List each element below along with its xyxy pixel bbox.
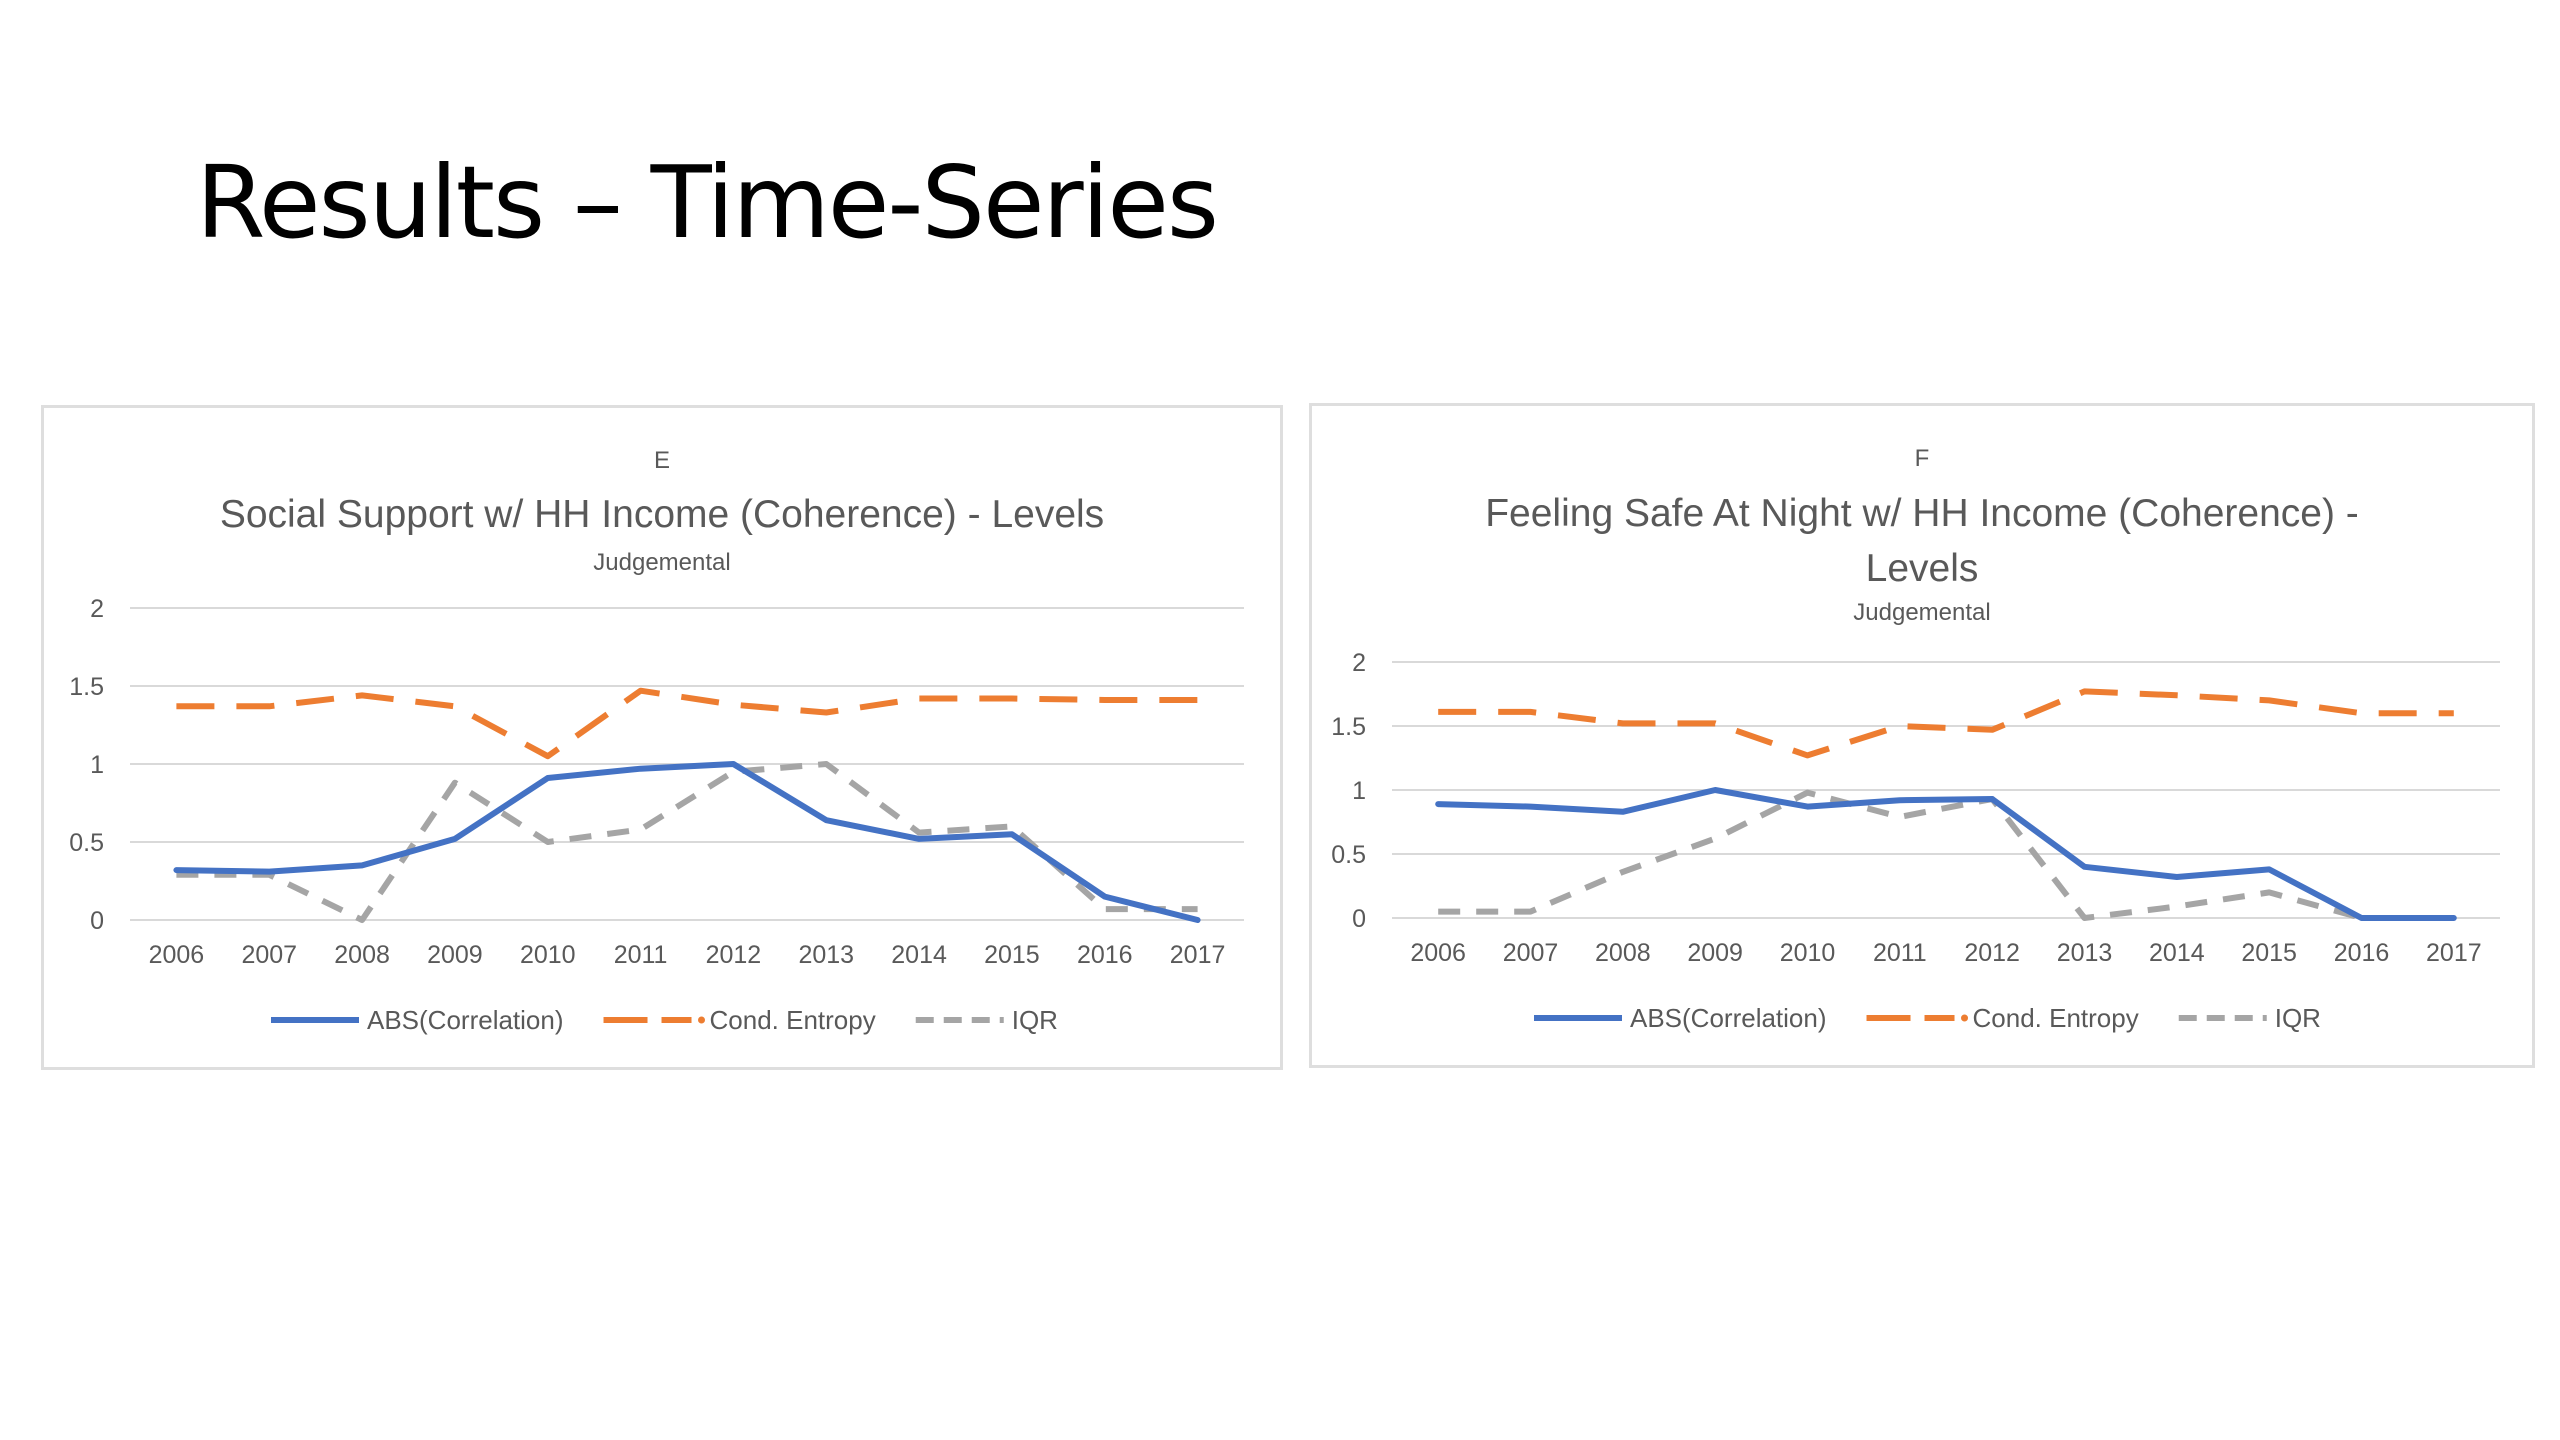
chart-e-x-tick-label: 2006	[149, 941, 205, 969]
chart-e-legend-label-iqr: IQR	[1012, 1005, 1058, 1035]
chart-f-svg: F Feeling Safe At Night w/ HH Income (Coh…	[1331, 445, 2500, 1033]
chart-e-legend-label-abs: ABS(Correlation)	[367, 1005, 564, 1035]
chart-e-x-tick-label: 2007	[241, 941, 297, 969]
chart-f-x-tick-label: 2010	[1780, 939, 1836, 967]
chart-e-y-tick-label: 0	[90, 907, 104, 935]
chart-f-y-tick-label: 1	[1352, 777, 1366, 805]
chart-f-y-tick-label: 0.5	[1331, 841, 1366, 869]
chart-e-x-tick-label: 2012	[706, 941, 762, 969]
chart-f-y-tick-label: 0	[1352, 905, 1366, 933]
chart-e-legend-label-cond: Cond. Entropy	[710, 1005, 876, 1035]
chart-panel-e[interactable]: E Social Support w/ HH Income (Coherence)…	[41, 405, 1283, 1070]
chart-e-y-tick-label: 1	[90, 751, 104, 779]
chart-e-x-tick-label: 2015	[984, 941, 1040, 969]
chart-f-panel-letter: F	[1915, 445, 1930, 472]
chart-f-y-tick-label: 2	[1352, 649, 1366, 677]
chart-e-x-tick-label: 2014	[891, 941, 947, 969]
chart-f-subtitle: Judgemental	[1853, 599, 1990, 626]
chart-f-x-tick-label: 2008	[1595, 939, 1651, 967]
chart-f-x-tick-label: 2015	[2241, 939, 2297, 967]
chart-f-series-iqr-line	[1438, 789, 2454, 921]
chart-f-x-tick-label: 2011	[1873, 939, 1927, 967]
chart-e-y-tick-label: 0.5	[69, 829, 104, 857]
chart-e-x-tick-label: 2016	[1077, 941, 1133, 969]
chart-f-legend-label-abs: ABS(Correlation)	[1630, 1003, 1827, 1033]
chart-e-y-tick-label: 2	[90, 595, 104, 623]
chart-f-x-tick-label: 2014	[2149, 939, 2205, 967]
chart-e-panel-letter: E	[654, 447, 670, 474]
chart-f-x-tick-label: 2012	[1964, 939, 2020, 967]
chart-panel-f[interactable]: F Feeling Safe At Night w/ HH Income (Coh…	[1309, 403, 2535, 1068]
chart-f-x-tick-label: 2006	[1410, 939, 1466, 967]
chart-f-title-line: Levels	[1866, 547, 1979, 590]
chart-f-x-tick-label: 2009	[1687, 939, 1743, 967]
chart-e-series-abs-line	[173, 761, 1201, 923]
chart-f-x-tick-label: 2017	[2426, 939, 2482, 967]
chart-e-svg: E Social Support w/ HH Income (Coherence)…	[69, 447, 1244, 1035]
chart-e-x-tick-label: 2008	[334, 941, 390, 969]
chart-f-title-line: Feeling Safe At Night w/ HH Income (Cohe…	[1485, 492, 2359, 535]
chart-e-y-tick-label: 1.5	[69, 673, 104, 701]
chart-f-y-tick-label: 1.5	[1331, 713, 1366, 741]
slide-title: Results – Time-Series	[196, 144, 1219, 261]
chart-e-x-tick-label: 2013	[798, 941, 854, 969]
chart-f-x-tick-label: 2013	[2057, 939, 2113, 967]
chart-f-legend-marker-cond	[1961, 1014, 1969, 1022]
chart-f-legend-label-iqr: IQR	[2275, 1003, 2321, 1033]
chart-e-subtitle: Judgemental	[593, 549, 730, 576]
chart-e-title-line: Social Support w/ HH Income (Coherence) …	[220, 493, 1104, 536]
chart-f-x-tick-label: 2007	[1503, 939, 1559, 967]
chart-f-series-abs-line	[1435, 787, 2457, 921]
chart-e-x-tick-label: 2017	[1170, 941, 1226, 969]
chart-e-x-tick-label: 2011	[614, 941, 668, 969]
chart-e-legend-marker-cond	[698, 1016, 706, 1024]
chart-f-series-cond-line	[1438, 688, 2454, 759]
chart-f-x-tick-label: 2016	[2334, 939, 2390, 967]
chart-e-x-tick-label: 2010	[520, 941, 576, 969]
chart-e-series-cond-line	[176, 687, 1198, 760]
chart-f-legend-label-cond: Cond. Entropy	[1973, 1003, 2139, 1033]
chart-e-x-tick-label: 2009	[427, 941, 483, 969]
chart-e-series-iqr-line	[176, 761, 1198, 923]
